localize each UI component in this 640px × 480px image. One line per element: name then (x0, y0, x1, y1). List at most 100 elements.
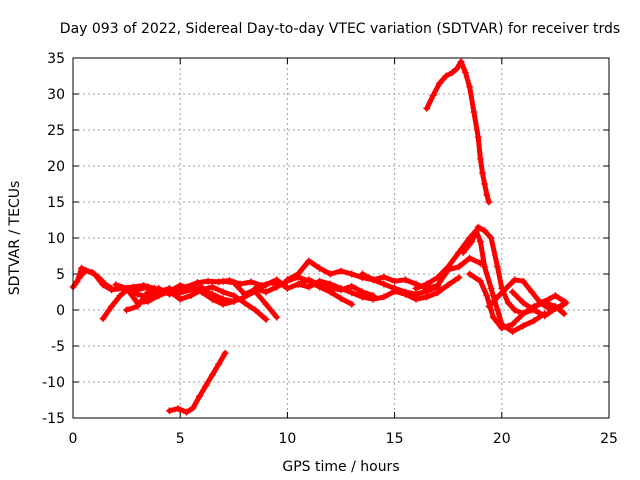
data-point (273, 276, 281, 284)
data-point (283, 284, 291, 292)
data-point (230, 292, 238, 300)
y-tick-labels: -15 -10 -5 0 5 10 15 20 25 30 35 (42, 51, 65, 427)
data-point (485, 198, 493, 206)
data-point (448, 68, 456, 76)
data-point (247, 278, 255, 286)
data-point (348, 270, 356, 278)
data-point (380, 280, 388, 288)
data-point (474, 133, 482, 141)
data-point (108, 302, 116, 310)
data-point (219, 277, 227, 285)
data-series (69, 58, 570, 416)
data-point (262, 281, 270, 289)
data-point (82, 266, 90, 274)
y-tick-label: 5 (56, 267, 65, 283)
data-point (433, 274, 441, 282)
data-point (144, 297, 152, 305)
y-tick-label: 20 (47, 159, 65, 175)
data-point (294, 270, 302, 278)
data-point (251, 284, 259, 292)
data-point (198, 286, 206, 294)
data-point (176, 288, 184, 296)
data-point (241, 299, 249, 307)
data-point (215, 360, 223, 368)
data-point (133, 286, 141, 294)
data-point (530, 306, 538, 314)
series-line (413, 228, 548, 335)
data-point (262, 315, 270, 323)
data-point (165, 407, 173, 415)
data-point (90, 270, 98, 278)
data-point (455, 274, 463, 282)
y-tick-label: 10 (47, 231, 65, 247)
y-tick-label: 15 (47, 195, 65, 211)
series-arc-17 (509, 288, 570, 320)
data-point (433, 289, 441, 297)
data-point (99, 315, 107, 323)
data-point (241, 290, 249, 298)
data-point (466, 254, 474, 262)
series-arc-7 (198, 283, 270, 323)
data-point (176, 282, 184, 290)
data-point (112, 281, 120, 289)
data-point (219, 300, 227, 308)
data-point (337, 267, 345, 275)
x-tick-labels: 0 5 10 15 20 25 (69, 431, 618, 447)
data-point (504, 299, 512, 307)
series-arc-18 (165, 349, 229, 416)
data-point (453, 65, 461, 73)
data-point (457, 58, 465, 66)
data-point (444, 281, 452, 289)
data-point (509, 320, 517, 328)
data-point (412, 295, 420, 303)
data-point (316, 264, 324, 272)
data-point (348, 300, 356, 308)
data-point (476, 238, 484, 246)
data-point (423, 293, 431, 301)
data-point (461, 68, 469, 76)
data-point (348, 282, 356, 290)
data-point (133, 302, 141, 310)
data-point (195, 392, 203, 400)
data-point (230, 279, 238, 287)
data-point (337, 294, 345, 302)
series-arc-19 (423, 58, 493, 206)
data-point (251, 306, 259, 314)
y-tick-label: 30 (47, 87, 65, 103)
data-point (560, 310, 568, 318)
data-point (433, 282, 441, 290)
data-point (483, 191, 491, 199)
data-point (369, 295, 377, 303)
y-tick-label: 0 (56, 303, 65, 319)
series-line (510, 289, 569, 319)
data-point (369, 276, 377, 284)
data-point (489, 313, 497, 321)
data-point (519, 310, 527, 318)
data-point (202, 382, 210, 390)
data-point (187, 292, 195, 300)
data-point (187, 284, 195, 292)
series-arc-6 (133, 282, 238, 308)
x-tick-label: 0 (69, 431, 78, 447)
data-point (487, 234, 495, 242)
data-point (123, 284, 131, 292)
y-tick-label: 25 (47, 123, 65, 139)
data-point (176, 295, 184, 303)
data-point (283, 276, 291, 284)
data-point (423, 280, 431, 288)
data-point (502, 284, 510, 292)
series-line (424, 59, 492, 205)
data-point (444, 263, 452, 271)
data-point (468, 238, 476, 246)
data-point (479, 169, 487, 177)
x-axis-label: GPS time / hours (282, 459, 399, 475)
data-point (481, 227, 489, 235)
data-point (358, 270, 366, 278)
data-point (391, 287, 399, 295)
data-point (174, 405, 182, 413)
data-point (494, 306, 502, 314)
series-arc-13 (412, 227, 549, 336)
data-point (429, 91, 437, 99)
y-tick-label: 35 (47, 51, 65, 67)
data-point (348, 289, 356, 297)
